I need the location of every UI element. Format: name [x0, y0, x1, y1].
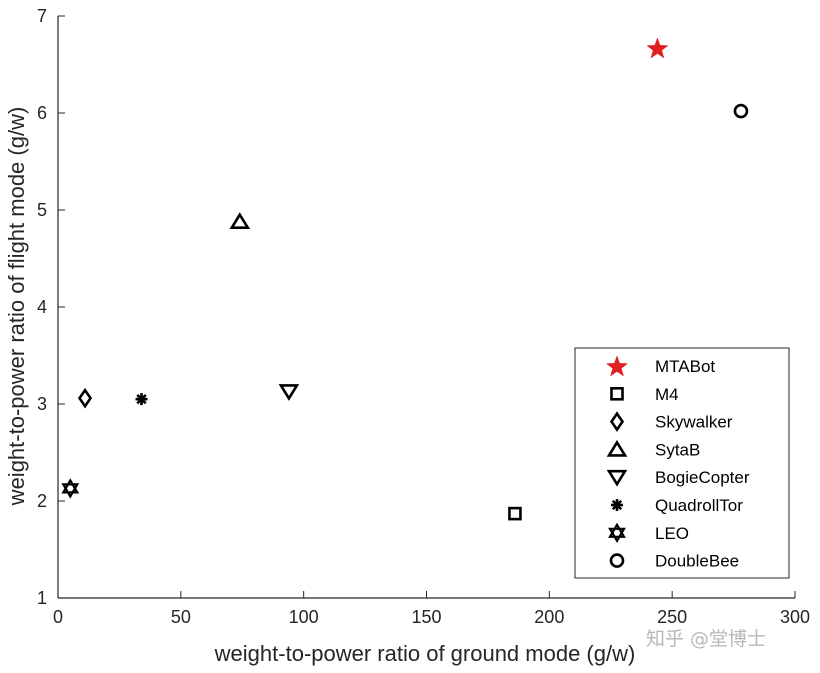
legend-marker-bogiecopter	[606, 469, 628, 487]
legend-label-skywalker: Skywalker	[655, 413, 733, 432]
y-tick-label: 1	[37, 588, 47, 608]
legend-marker-leo	[608, 522, 626, 543]
legend-marker-skywalker	[609, 411, 625, 432]
x-axis-label: weight-to-power ratio of ground mode (g/…	[214, 641, 636, 666]
y-tick-label: 2	[37, 491, 47, 511]
legend-marker-m4	[610, 386, 624, 401]
legend-label-doublebee: DoubleBee	[655, 552, 739, 571]
legend-marker-quadrolltor	[611, 499, 623, 511]
y-tick-label: 3	[37, 394, 47, 414]
data-point-skywalker	[77, 387, 93, 409]
y-axis-label: weight-to-power ratio of flight mode (g/…	[4, 107, 29, 507]
legend: MTABot M4 Skywalker SytaB BogieCopter Quadrol…	[574, 347, 790, 579]
data-point-doublebee	[733, 103, 749, 119]
legend-marker-doublebee	[609, 553, 625, 568]
y-tick-label: 4	[37, 297, 47, 317]
y-tick-label: 6	[37, 103, 47, 123]
data-point-bogiecopter	[278, 384, 300, 401]
x-tick-label: 300	[780, 607, 810, 627]
legend-label-quadrolltor: QuadrollTor	[655, 496, 743, 515]
x-tick-label: 50	[171, 607, 191, 627]
legend-label-mtabot: MTABot	[655, 357, 715, 376]
legend-label-bogiecopter: BogieCopter	[655, 468, 750, 487]
data-point-mtabot	[646, 37, 669, 59]
x-tick-label: 0	[53, 607, 63, 627]
axis-ticks: 0 50 100 150 200 250 300 1 2 3 4 5 6 7	[37, 6, 810, 627]
y-tick-label: 5	[37, 200, 47, 220]
x-tick-label: 200	[534, 607, 564, 627]
x-tick-label: 250	[657, 607, 687, 627]
data-point-quadrolltor	[135, 393, 148, 406]
data-points	[61, 37, 749, 521]
x-tick-label: 150	[411, 607, 441, 627]
legend-label-sytab: SytaB	[655, 440, 700, 459]
watermark: 知乎 @堂博士	[646, 628, 767, 650]
data-point-leo	[61, 478, 80, 499]
legend-marker-sytab	[606, 439, 628, 457]
legend-label-leo: LEO	[655, 524, 689, 543]
data-point-m4	[508, 506, 522, 521]
legend-label-m4: M4	[655, 385, 679, 404]
y-tick-label: 7	[37, 6, 47, 26]
legend-marker-mtabot	[605, 355, 629, 377]
x-tick-label: 100	[289, 607, 319, 627]
legend-box	[574, 347, 790, 579]
data-point-sytab	[229, 212, 251, 229]
